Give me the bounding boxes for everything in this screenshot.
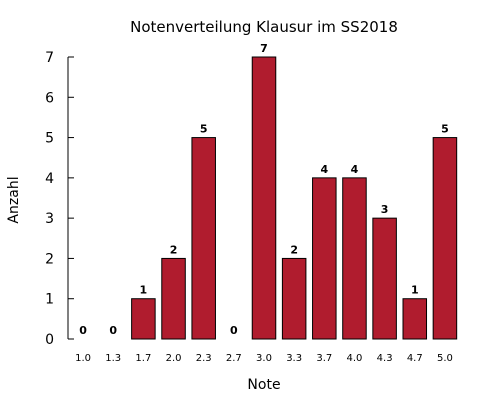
- x-tick-label: 2.0: [166, 353, 182, 364]
- data-label: 4: [320, 163, 328, 176]
- y-tick-label: 6: [45, 90, 54, 106]
- data-label: 5: [200, 123, 208, 136]
- data-label: 0: [79, 324, 87, 337]
- bar: [251, 56, 277, 340]
- x-tick-label: 4.3: [377, 353, 393, 364]
- bar: [372, 217, 397, 340]
- data-label: 4: [351, 163, 359, 176]
- x-tick-label: 2.7: [226, 353, 242, 364]
- bar: [312, 177, 337, 340]
- x-tick-label: 3.3: [286, 353, 302, 364]
- y-tick-label: 5: [45, 131, 54, 147]
- data-label: 1: [411, 284, 419, 297]
- y-tick-label: 7: [45, 50, 54, 66]
- data-label: 2: [170, 243, 178, 256]
- bar: [281, 257, 307, 340]
- bar: [432, 137, 458, 340]
- bar: [161, 257, 186, 340]
- data-labels: 0 0 1 2 5 0 7 2 4 4 3 1 5: [79, 42, 449, 337]
- bar: [402, 298, 428, 340]
- bar: [191, 137, 216, 340]
- x-tick-label: 4.0: [347, 353, 363, 364]
- data-label: 3: [381, 203, 389, 216]
- chart-title: Notenverteilung Klausur im SS2018: [130, 18, 398, 36]
- x-tick-label: 5.0: [437, 353, 453, 364]
- bars: [131, 56, 458, 340]
- y-tick-label: 0: [45, 332, 54, 348]
- y-ticks: 0 1 2 3 4 5 6 7: [45, 50, 74, 348]
- y-tick-label: 1: [45, 292, 54, 308]
- data-label: 1: [140, 284, 148, 297]
- data-label: 2: [290, 243, 298, 256]
- x-ticks: 1.0 1.3 1.7 2.0 2.3 2.7 3.0 3.3 3.7 4.0 4.3 4.7 5.0: [75, 353, 453, 364]
- bar: [342, 177, 367, 340]
- y-tick-label: 2: [45, 251, 54, 267]
- x-tick-label: 3.0: [256, 353, 272, 364]
- bar: [131, 298, 156, 340]
- x-tick-label: 3.7: [316, 353, 332, 364]
- x-tick-label: 1.0: [75, 353, 91, 364]
- data-label: 0: [230, 324, 238, 337]
- y-tick-label: 3: [45, 211, 54, 227]
- y-tick-label: 4: [45, 171, 54, 187]
- x-tick-label: 1.7: [135, 353, 151, 364]
- x-tick-label: 2.3: [196, 353, 212, 364]
- y-axis-label: Anzahl: [6, 176, 22, 223]
- data-label: 5: [441, 123, 449, 136]
- data-label: 0: [109, 324, 117, 337]
- x-tick-label: 4.7: [407, 353, 423, 364]
- x-axis-label: Note: [247, 377, 280, 393]
- x-tick-label: 1.3: [105, 353, 121, 364]
- data-label: 7: [260, 42, 268, 55]
